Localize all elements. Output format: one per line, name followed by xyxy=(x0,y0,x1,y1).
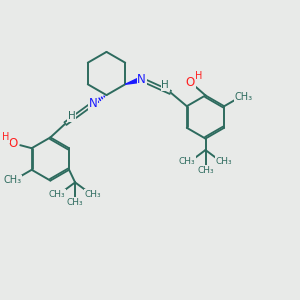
Text: O: O xyxy=(8,137,18,150)
Text: CH₃: CH₃ xyxy=(3,175,21,185)
Text: CH₃: CH₃ xyxy=(216,157,232,166)
Text: CH₃: CH₃ xyxy=(85,190,101,199)
Text: CH₃: CH₃ xyxy=(235,92,253,102)
Text: CH₃: CH₃ xyxy=(197,166,214,175)
Text: H: H xyxy=(68,111,75,121)
Text: H: H xyxy=(195,70,203,81)
Text: CH₃: CH₃ xyxy=(67,198,83,207)
Text: H: H xyxy=(161,80,169,90)
Polygon shape xyxy=(125,77,142,84)
Text: CH₃: CH₃ xyxy=(49,190,65,199)
Text: N: N xyxy=(88,97,98,110)
Text: O: O xyxy=(186,76,195,89)
Text: CH₃: CH₃ xyxy=(178,157,195,166)
Text: N: N xyxy=(137,73,146,86)
Text: H: H xyxy=(2,132,9,142)
